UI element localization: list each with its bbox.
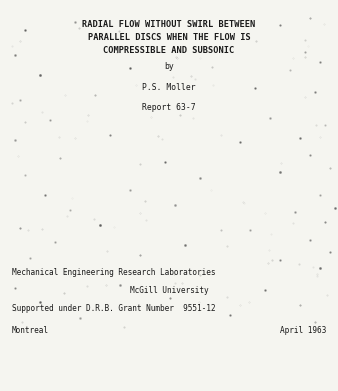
Text: Supported under D.R.B. Grant Number  9551-12: Supported under D.R.B. Grant Number 9551… — [12, 304, 216, 313]
Text: Mechanical Engineering Research Laboratories: Mechanical Engineering Research Laborato… — [12, 268, 216, 277]
Text: RADIAL FLOW WITHOUT SWIRL BETWEEN: RADIAL FLOW WITHOUT SWIRL BETWEEN — [82, 20, 256, 29]
Text: PARALLEL DISCS WHEN THE FLOW IS: PARALLEL DISCS WHEN THE FLOW IS — [88, 33, 250, 42]
Text: April 1963: April 1963 — [280, 326, 326, 335]
Text: Report 63-7: Report 63-7 — [142, 103, 196, 112]
Text: P.S. Moller: P.S. Moller — [142, 83, 196, 92]
Text: Montreal: Montreal — [12, 326, 49, 335]
Text: COMPRESSIBLE AND SUBSONIC: COMPRESSIBLE AND SUBSONIC — [103, 46, 235, 55]
Text: by: by — [164, 62, 174, 71]
Text: McGill University: McGill University — [130, 286, 208, 295]
